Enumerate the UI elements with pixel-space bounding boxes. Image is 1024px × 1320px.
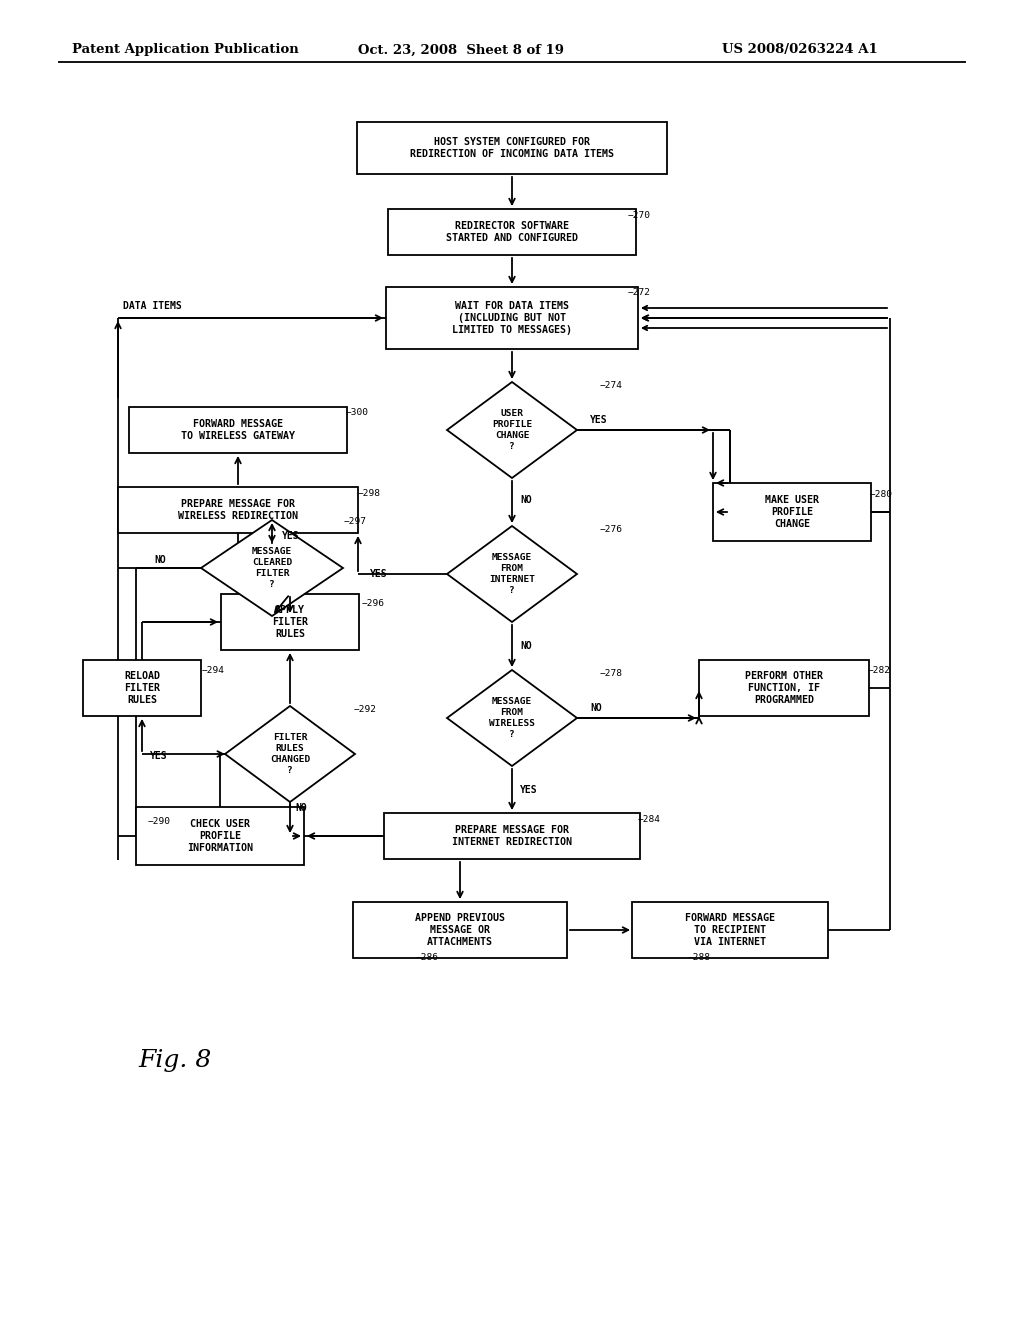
Polygon shape: [447, 671, 577, 766]
Polygon shape: [447, 525, 577, 622]
Text: −270: −270: [628, 211, 651, 220]
Text: FILTER
RULES
CHANGED
?: FILTER RULES CHANGED ?: [270, 734, 310, 775]
Text: −292: −292: [354, 705, 377, 714]
Text: HOST SYSTEM CONFIGURED FOR
REDIRECTION OF INCOMING DATA ITEMS: HOST SYSTEM CONFIGURED FOR REDIRECTION O…: [410, 137, 614, 160]
Text: YES: YES: [370, 569, 388, 579]
Text: −298: −298: [358, 488, 381, 498]
Bar: [632, 902, 828, 958]
Bar: [221, 594, 359, 649]
Text: RELOAD
FILTER
RULES: RELOAD FILTER RULES: [124, 671, 160, 705]
Bar: [83, 660, 201, 715]
Bar: [699, 660, 869, 715]
Bar: [357, 121, 667, 174]
Text: PREPARE MESSAGE FOR
WIRELESS REDIRECTION: PREPARE MESSAGE FOR WIRELESS REDIRECTION: [178, 499, 298, 521]
Text: −290: −290: [148, 817, 171, 826]
Text: −282: −282: [868, 667, 891, 675]
Text: −300: −300: [346, 408, 369, 417]
Text: −286: −286: [416, 953, 439, 962]
Text: Patent Application Publication: Patent Application Publication: [72, 44, 299, 57]
Text: PREPARE MESSAGE FOR
INTERNET REDIRECTION: PREPARE MESSAGE FOR INTERNET REDIRECTION: [452, 825, 572, 847]
Text: −280: −280: [870, 490, 893, 499]
Text: NO: NO: [520, 642, 531, 651]
Polygon shape: [225, 706, 355, 803]
Text: FORWARD MESSAGE
TO WIRELESS GATEWAY: FORWARD MESSAGE TO WIRELESS GATEWAY: [181, 418, 295, 441]
Text: NO: NO: [590, 704, 602, 713]
Text: NO: NO: [520, 495, 531, 506]
Text: −294: −294: [202, 667, 225, 675]
Text: REDIRECTOR SOFTWARE
STARTED AND CONFIGURED: REDIRECTOR SOFTWARE STARTED AND CONFIGUR…: [446, 220, 578, 243]
Text: Fig. 8: Fig. 8: [138, 1048, 212, 1072]
Text: YES: YES: [282, 531, 300, 541]
Bar: [136, 807, 304, 865]
Text: −274: −274: [600, 381, 623, 389]
Text: −297: −297: [344, 517, 367, 525]
Text: MAKE USER
PROFILE
CHANGE: MAKE USER PROFILE CHANGE: [765, 495, 819, 529]
Bar: [129, 407, 347, 453]
Text: −278: −278: [600, 669, 623, 678]
Text: US 2008/0263224 A1: US 2008/0263224 A1: [722, 44, 878, 57]
Text: MESSAGE
CLEARED
FILTER
?: MESSAGE CLEARED FILTER ?: [252, 548, 292, 589]
Text: −284: −284: [638, 814, 662, 824]
Bar: [388, 209, 636, 255]
Text: CHECK USER
PROFILE
INFORMATION: CHECK USER PROFILE INFORMATION: [187, 818, 253, 854]
Text: −276: −276: [600, 525, 623, 535]
Text: APPEND PREVIOUS
MESSAGE OR
ATTACHMENTS: APPEND PREVIOUS MESSAGE OR ATTACHMENTS: [415, 912, 505, 948]
Bar: [386, 286, 638, 348]
Text: YES: YES: [520, 785, 538, 795]
Bar: [713, 483, 871, 541]
Polygon shape: [201, 520, 343, 616]
Text: YES: YES: [150, 751, 168, 762]
Text: −288: −288: [688, 953, 711, 962]
Bar: [384, 813, 640, 859]
Text: MESSAGE
FROM
INTERNET
?: MESSAGE FROM INTERNET ?: [489, 553, 535, 594]
Bar: [353, 902, 567, 958]
Bar: [118, 487, 358, 533]
Text: MESSAGE
FROM
WIRELESS
?: MESSAGE FROM WIRELESS ?: [489, 697, 535, 739]
Text: NO: NO: [295, 803, 307, 813]
Text: WAIT FOR DATA ITEMS
(INCLUDING BUT NOT
LIMITED TO MESSAGES): WAIT FOR DATA ITEMS (INCLUDING BUT NOT L…: [452, 301, 572, 335]
Text: PERFORM OTHER
FUNCTION, IF
PROGRAMMED: PERFORM OTHER FUNCTION, IF PROGRAMMED: [745, 671, 823, 705]
Text: YES: YES: [590, 414, 607, 425]
Text: −296: −296: [362, 599, 385, 609]
Text: APPLY
FILTER
RULES: APPLY FILTER RULES: [272, 605, 308, 639]
Text: FORWARD MESSAGE
TO RECIPIENT
VIA INTERNET: FORWARD MESSAGE TO RECIPIENT VIA INTERNE…: [685, 912, 775, 948]
Text: −272: −272: [628, 288, 651, 297]
Text: NO: NO: [154, 554, 166, 565]
Text: Oct. 23, 2008  Sheet 8 of 19: Oct. 23, 2008 Sheet 8 of 19: [358, 44, 564, 57]
Text: USER
PROFILE
CHANGE
?: USER PROFILE CHANGE ?: [492, 409, 532, 450]
Polygon shape: [447, 381, 577, 478]
Text: DATA ITEMS: DATA ITEMS: [123, 301, 181, 312]
